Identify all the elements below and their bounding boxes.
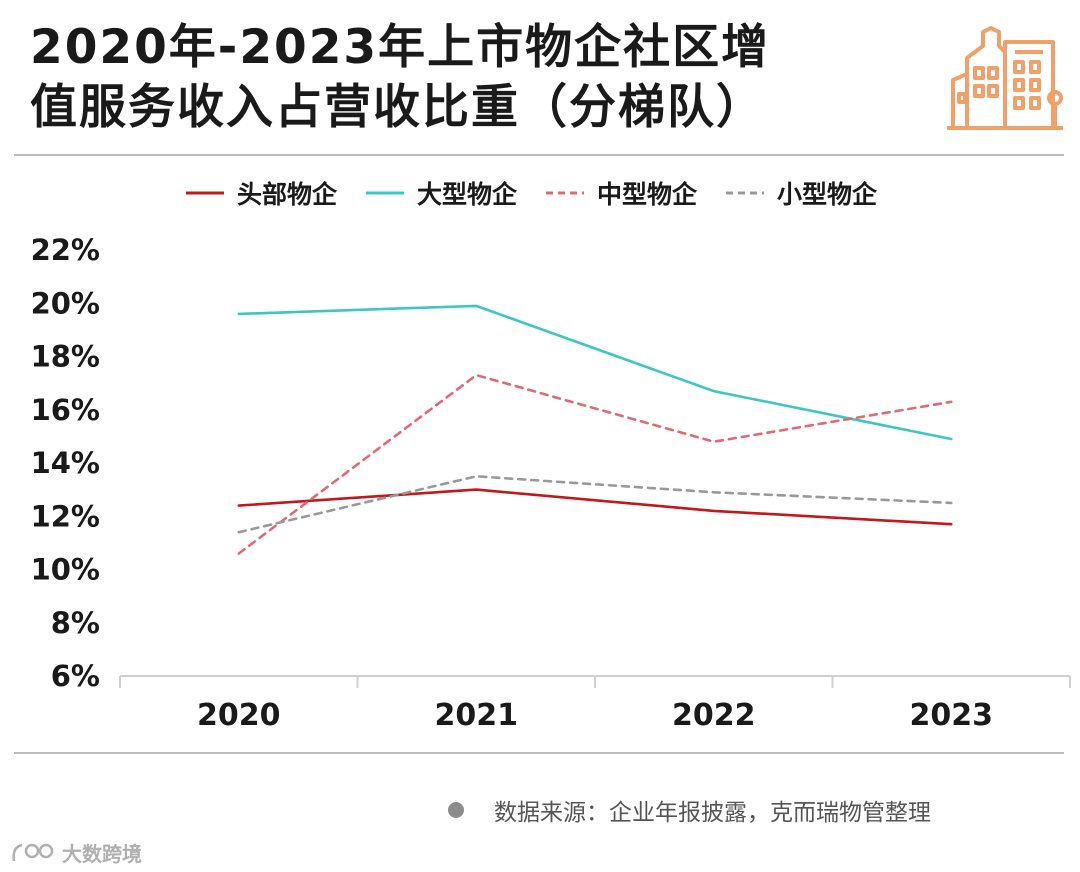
series-line: [237, 488, 953, 526]
brand-watermark: 大数跨境: [10, 838, 142, 867]
legend-swatch: [366, 191, 405, 195]
bullet-dot-icon: [448, 802, 464, 818]
y-tick-label: 22%: [31, 233, 100, 267]
page-title: 2020年-2023年上市物企社区增 值服务收入占营收比重（分梯队）: [30, 18, 920, 138]
title-line-1: 2020年-2023年上市物企社区增: [30, 20, 771, 75]
brand-text: 大数跨境: [62, 842, 142, 866]
city-buildings-icon: [947, 26, 1063, 130]
y-tick-label: 8%: [51, 606, 100, 640]
x-tick-label: 2021: [435, 698, 519, 733]
brand-logo-icon: [12, 843, 54, 861]
legend-swatch: [726, 191, 765, 195]
y-tick-label: 18%: [31, 340, 100, 374]
legend-label: 小型物企: [777, 180, 878, 209]
x-tick-label: 2022: [672, 698, 756, 733]
legend-item: 小型物企: [725, 175, 877, 211]
series-line: [237, 474, 953, 534]
legend-item: 中型物企: [545, 175, 697, 211]
series-line: [237, 373, 953, 555]
y-tick-label: 14%: [31, 446, 100, 480]
top-divider: [14, 154, 1064, 156]
data-source: 数据来源：企业年报披露，克而瑞物管整理: [448, 793, 931, 827]
y-tick-label: 6%: [51, 659, 100, 693]
legend-swatch: [546, 191, 585, 195]
legend-swatch: [186, 191, 224, 195]
series-line: [237, 304, 953, 441]
legend-label: 大型物企: [417, 180, 518, 209]
title-line-2: 值服务收入占营收比重（分梯队）: [30, 80, 765, 135]
y-tick-label: 20%: [31, 286, 100, 320]
y-tick-label: 16%: [31, 393, 100, 427]
source-text: 数据来源：企业年报披露，克而瑞物管整理: [494, 800, 931, 826]
line-chart: 6% 8% 10% 12% 14% 16% 18% 20% 22% 2020 2021 2022 202…: [31, 233, 1071, 733]
y-tick-label: 12%: [31, 499, 100, 533]
legend-item: 头部物企: [185, 175, 337, 211]
x-tick-label: 2020: [197, 698, 281, 733]
bottom-divider: [14, 752, 1064, 754]
y-tick-label: 10%: [31, 553, 100, 587]
legend-label: 头部物企: [237, 180, 338, 209]
x-tick-label: 2023: [910, 698, 994, 733]
legend-item: 大型物企: [365, 175, 517, 211]
chart-legend: 头部物企 大型物企 中型物企 小型物企: [185, 170, 877, 216]
legend-label: 中型物企: [597, 180, 698, 209]
